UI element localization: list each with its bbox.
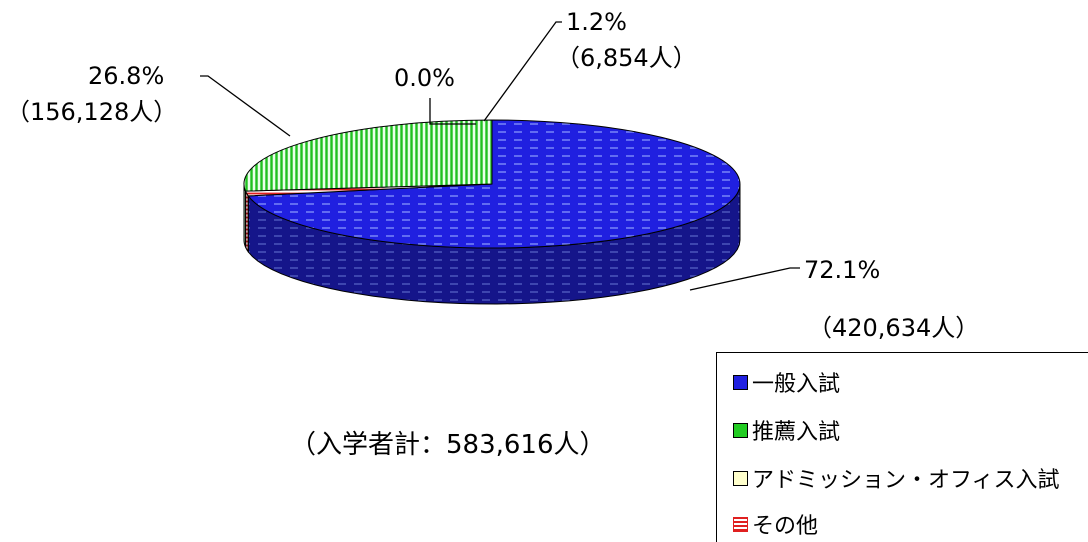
legend: 一般入試 推薦入試 アドミッション・オフィス入試 その他 [716,352,1088,542]
data-label-general-count: （420,634人） [808,314,980,342]
legend-label-ao: アドミッション・オフィス入試 [752,468,1060,493]
pie-slice-recommend [243,119,493,192]
leader-line-recommend [200,75,291,137]
pie-top-group [243,119,741,249]
legend-swatch-other [733,516,748,532]
leader-lines [200,21,800,291]
legend-swatch-ao [733,470,748,486]
pie-side-recommend [243,184,246,248]
leader-line-other [483,21,562,122]
legend-swatch-general [733,374,748,390]
leader-line-general [689,267,800,291]
legend-label-other: その他 [752,514,819,539]
legend-swatch-recommend [733,422,748,438]
data-label-general-percent: 72.1% [804,256,881,284]
total-label: （入学者計：583,616人） [290,430,606,460]
legend-label-general: 一般入試 [752,372,841,397]
data-label-ao-percent: 0.0% [394,64,455,92]
pie-slice-general [247,119,741,249]
legend-item-general: 一般入試 [733,367,840,397]
data-label-recommend-count: （156,128人） [6,98,178,126]
data-label-other-percent: 1.2% [566,8,627,36]
data-label-other-count: （6,854人） [556,44,697,72]
legend-label-recommend: 推薦入試 [752,420,841,445]
leader-line-ao [429,98,476,125]
legend-item-other: その他 [733,509,818,539]
legend-item-ao: アドミッション・オフィス入試 [733,463,1060,493]
legend-item-recommend: 推薦入試 [733,415,840,445]
data-label-recommend-percent: 26.8% [88,62,165,90]
